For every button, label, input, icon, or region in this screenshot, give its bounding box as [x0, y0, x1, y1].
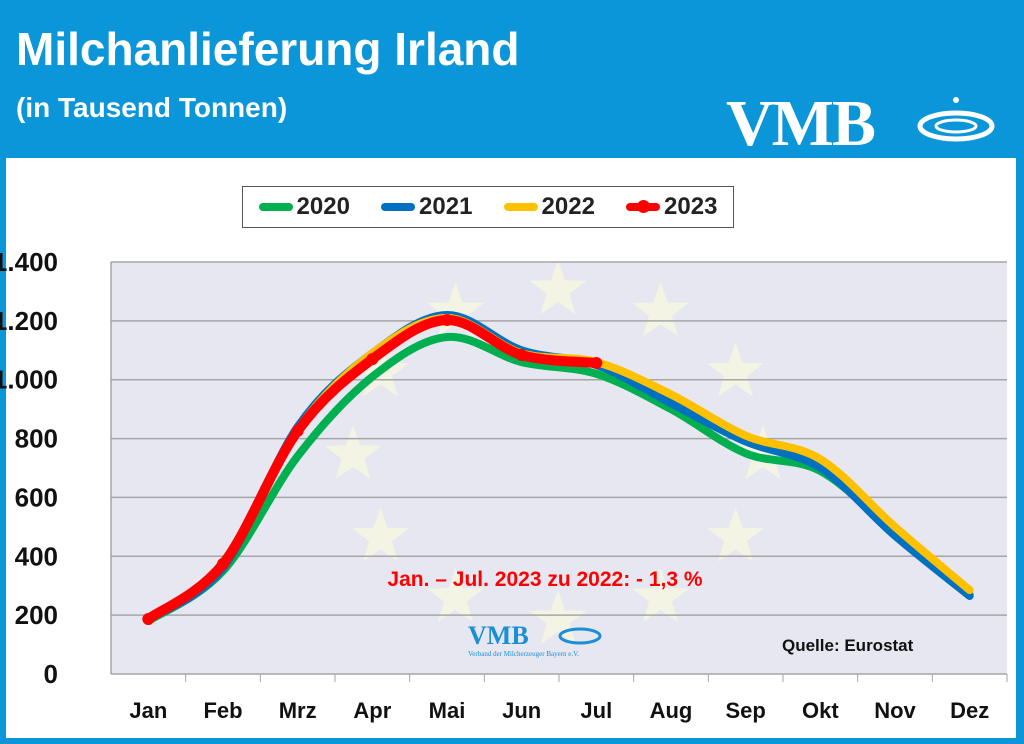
y-tick-label: 600	[15, 482, 58, 512]
y-tick-label: 200	[15, 600, 58, 630]
x-tick-label: Jun	[502, 698, 541, 723]
legend-swatch	[258, 203, 293, 211]
legend-item-2020: 2020	[258, 193, 350, 221]
legend-swatch	[381, 203, 416, 211]
page-subtitle: (in Tausend Tonnen)	[16, 92, 288, 123]
x-tick-label: Mai	[429, 698, 466, 723]
page-title: Milchanlieferung Irland	[16, 23, 520, 75]
data-point-2023	[142, 612, 155, 625]
data-point-2023	[217, 557, 229, 570]
eu-star-icon	[707, 342, 765, 397]
x-tick-label: Apr	[353, 698, 391, 723]
watermark-tagline: Verband der Milcherzeuger Bayern e.V.	[468, 650, 579, 658]
x-tick-label: Okt	[802, 698, 839, 723]
legend-item-2022: 2022	[503, 193, 595, 221]
y-tick-label: 1.400	[0, 247, 58, 277]
y-tick-label: 400	[15, 541, 58, 571]
y-tick-label: 800	[15, 424, 58, 454]
eu-star-icon	[529, 590, 587, 645]
x-tick-label: Nov	[874, 698, 916, 723]
logo-swirl-icon	[917, 97, 995, 142]
eu-star-icon	[324, 425, 382, 480]
legend-label: 2021	[419, 193, 473, 220]
annotation-text: Jan. – Jul. 2023 zu 2022: - 1,3 %	[387, 568, 702, 591]
data-point-2023	[366, 353, 379, 366]
eu-star-icon	[426, 282, 485, 337]
x-tick-label: Aug	[650, 698, 693, 723]
legend-item-2021: 2021	[381, 193, 472, 221]
eu-star-icon	[707, 507, 765, 562]
source-text: Quelle: Eurostat	[782, 636, 914, 655]
header: Milchanlieferung Irland (in Tausend Tonn…	[0, 0, 1024, 160]
legend-swatch	[626, 200, 661, 213]
data-point-2023	[441, 313, 453, 326]
x-tick-label: Sep	[725, 698, 765, 723]
data-point-2023	[590, 356, 603, 369]
x-tick-label: Feb	[203, 698, 242, 723]
eu-star-icon	[631, 567, 690, 623]
eu-star-icon	[631, 282, 690, 337]
vmb-logo: VMB	[726, 86, 995, 162]
legend-label: 2022	[541, 193, 595, 220]
y-tick-label: 1.000	[0, 365, 58, 395]
legend-item-2023: 2023	[626, 193, 717, 221]
data-point-2023	[291, 424, 304, 437]
legend: 2020 2021 2022 2023	[242, 186, 734, 228]
legend-swatch	[503, 203, 538, 211]
x-tick-label: Dez	[950, 698, 989, 723]
watermark-logo: VMB	[468, 621, 529, 650]
y-tick-label: 0	[44, 659, 58, 689]
x-tick-label: Jul	[580, 698, 612, 723]
legend-label: 2020	[296, 193, 350, 220]
eu-star-icon	[426, 567, 485, 623]
legend-marker	[637, 200, 651, 213]
eu-star-icon	[529, 260, 587, 315]
data-point-2023	[515, 348, 528, 361]
legend-label: 2023	[664, 193, 718, 220]
x-tick-label: Mrz	[279, 698, 317, 723]
x-tick-label: Jan	[129, 698, 167, 723]
y-tick-label: 1.200	[0, 306, 58, 336]
eu-star-icon	[351, 507, 409, 562]
watermark-swirl-icon	[558, 627, 602, 645]
eu-star-icon	[734, 425, 792, 480]
